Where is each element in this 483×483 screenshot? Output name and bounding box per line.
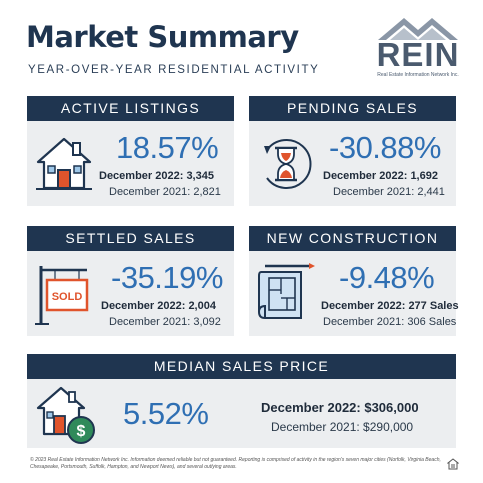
pending-sales-percent: -30.88% — [329, 130, 441, 165]
settled-sales-current: December 2022: 2,004 — [101, 300, 216, 312]
card-title: ACTIVE LISTINGS — [27, 96, 234, 121]
hourglass-icon — [264, 139, 312, 189]
card-title: NEW CONSTRUCTION — [249, 226, 456, 251]
card-new-construction: NEW CONSTRUCTION -9.48% December 2022: 2… — [249, 226, 459, 336]
card-title: MEDIAN SALES PRICE — [27, 354, 456, 379]
new-construction-percent: -9.48% — [339, 260, 435, 295]
house-icon — [36, 137, 92, 190]
active-listings-previous: December 2021: 2,821 — [109, 186, 221, 198]
median-price-previous: December 2021: $290,000 — [271, 420, 414, 434]
svg-text:$: $ — [77, 423, 86, 440]
pending-sales-previous: December 2021: 2,441 — [333, 186, 445, 198]
pending-sales-current: December 2022: 1,692 — [323, 170, 438, 182]
active-listings-percent: 18.57% — [116, 130, 219, 165]
card-active-listings: ACTIVE LISTINGS 18.57% December 2022: 3,… — [27, 96, 234, 206]
median-price-current: December 2022: $306,000 — [261, 400, 419, 415]
median-price-percent: 5.52% — [123, 396, 209, 431]
logo-tagline: Real Estate Information Network Inc. — [377, 72, 459, 78]
footer-disclaimer: © 2023 Real Estate Information Network I… — [30, 457, 441, 470]
settled-sales-percent: -35.19% — [111, 260, 223, 295]
active-listings-current: December 2022: 3,345 — [99, 170, 214, 182]
card-title: PENDING SALES — [249, 96, 456, 121]
page-subtitle: YEAR-OVER-YEAR RESIDENTIAL ACTIVITY — [28, 64, 320, 76]
card-pending-sales: PENDING SALES -30.88% December 2022: 1,6… — [249, 96, 456, 206]
new-construction-current: December 2022: 277 Sales — [321, 300, 459, 312]
blueprint-icon — [258, 263, 315, 319]
rein-logo-icon — [378, 18, 458, 40]
logo-text: REIN — [376, 36, 460, 73]
new-construction-previous: December 2021: 306 Sales — [323, 316, 457, 328]
card-settled-sales: SETTLED SALES SOLD -35.19% December 2022… — [27, 226, 234, 336]
sold-sign-text: SOLD — [52, 291, 83, 303]
sold-sign-icon: SOLD — [35, 266, 89, 325]
house-dollar-icon: $ — [36, 386, 95, 444]
settled-sales-previous: December 2021: 3,092 — [109, 316, 221, 328]
card-median-sales-price: MEDIAN SALES PRICE $ 5.52% December 2022… — [27, 354, 456, 448]
card-title: SETTLED SALES — [27, 226, 234, 251]
equal-housing-icon — [447, 458, 459, 470]
page-title: Market Summary — [26, 20, 299, 54]
